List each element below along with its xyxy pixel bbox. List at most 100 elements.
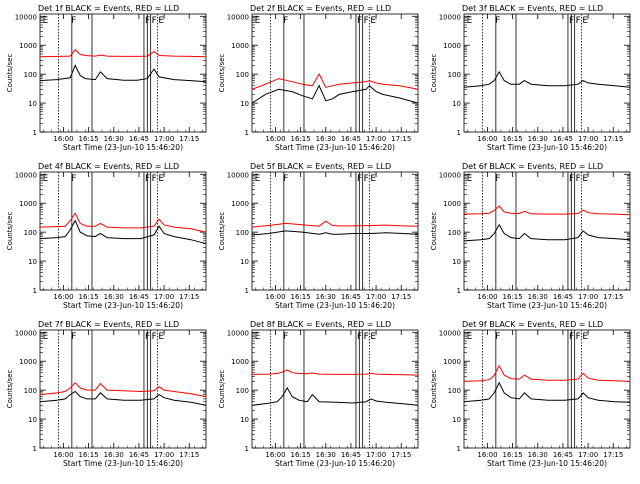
panel-title: Det 8f BLACK = Events, RED = LLD [250, 320, 391, 329]
y-tick-label: 1 [245, 445, 249, 453]
x-tick-label: 16:45 [341, 451, 361, 459]
x-tick-label: 16:00 [265, 451, 285, 459]
panel-6: Det 6f BLACK = Events, RED = LLD 1 10 100 10… [430, 162, 631, 310]
x-tick-label: 17:00 [154, 135, 174, 143]
x-axis-label: Start Time (23-Jun-10 15:46:20) [63, 301, 183, 310]
y-axis-label: Counts/sec [430, 212, 438, 251]
interval-marker-label: E [43, 332, 49, 342]
panel-8: Det 8f BLACK = Events, RED = LLD 1 10 100 10… [218, 320, 419, 468]
x-tick-label: 16:30 [104, 135, 124, 143]
interval-marker-label: E [43, 174, 49, 184]
y-tick-label: 10000 [227, 171, 249, 179]
y-axis-label: Counts/sec [218, 370, 226, 409]
x-tick-label: 16:45 [553, 451, 573, 459]
y-axis-label: Counts/sec [430, 54, 438, 93]
plot-frame [251, 171, 419, 291]
y-axis-label: Counts/sec [218, 212, 226, 251]
x-tick-label: 17:00 [578, 451, 598, 459]
y-tick-label: 1000 [19, 358, 37, 366]
x-tick-label: 16:00 [265, 135, 285, 143]
x-axis-label: Start Time (23-Jun-10 15:46:20) [63, 459, 183, 468]
y-tick-label: 1 [457, 287, 461, 295]
y-tick-label: 10 [452, 258, 461, 266]
x-tick-label: 17:15 [179, 293, 199, 301]
panel-3: Det 3f BLACK = Events, RED = LLD 1 10 100 10… [430, 4, 631, 152]
plot-frame [251, 329, 419, 449]
interval-marker-label: E [255, 16, 261, 26]
y-tick-label: 10000 [439, 13, 461, 21]
y-tick-label: 100 [448, 229, 461, 237]
y-tick-label: 1000 [443, 200, 461, 208]
interval-marker-label: F [152, 332, 157, 342]
interval-marker-label: F [495, 332, 500, 342]
x-tick-label: 17:00 [366, 451, 386, 459]
panel-title: Det 6f BLACK = Events, RED = LLD [462, 162, 603, 171]
x-tick-label: 17:00 [578, 135, 598, 143]
y-tick-label: 10000 [15, 13, 37, 21]
x-tick-label: 16:30 [316, 135, 336, 143]
series-line-events [463, 381, 631, 403]
x-tick-label: 16:15 [291, 451, 311, 459]
y-tick-label: 10 [28, 100, 37, 108]
x-tick-label: 17:15 [391, 135, 411, 143]
plot-frame [463, 13, 631, 133]
y-tick-label: 100 [236, 229, 249, 237]
x-tick-label: 16:30 [528, 135, 548, 143]
y-tick-label: 10000 [439, 329, 461, 337]
interval-marker-label: E [158, 332, 164, 342]
x-tick-label: 17:15 [391, 293, 411, 301]
panel-9: Det 9f BLACK = Events, RED = LLD 1 10 100 10… [430, 320, 631, 468]
plot-frame [463, 171, 631, 291]
series-line-events [39, 390, 207, 406]
x-tick-label: 16:30 [528, 451, 548, 459]
series-line-lld [251, 369, 419, 376]
x-tick-label: 16:15 [79, 293, 99, 301]
series-line-lld [39, 48, 207, 58]
x-tick-label: 16:15 [79, 451, 99, 459]
y-tick-label: 10 [452, 416, 461, 424]
plot-frame [39, 171, 207, 291]
y-tick-label: 100 [236, 387, 249, 395]
y-axis-label: Counts/sec [6, 212, 14, 251]
y-axis-label: Counts/sec [430, 370, 438, 409]
interval-marker-label: F [283, 332, 288, 342]
interval-marker-label: F [569, 332, 574, 342]
x-tick-label: 17:00 [366, 135, 386, 143]
x-tick-label: 16:30 [316, 451, 336, 459]
x-tick-label: 16:00 [265, 293, 285, 301]
interval-marker-label: F [357, 332, 362, 342]
y-tick-label: 1 [245, 129, 249, 137]
series-line-lld [463, 364, 631, 382]
x-tick-label: 16:45 [129, 135, 149, 143]
x-tick-label: 16:00 [477, 293, 497, 301]
x-tick-label: 16:45 [129, 293, 149, 301]
y-tick-label: 10000 [15, 171, 37, 179]
y-tick-label: 1000 [19, 42, 37, 50]
panel-5: Det 5f BLACK = Events, RED = LLD 1 10 100 10… [218, 162, 419, 310]
panel-2: Det 2f BLACK = Events, RED = LLD 1 10 100 10… [218, 4, 419, 152]
series-line-lld [39, 212, 207, 233]
y-axis-label: Counts/sec [218, 54, 226, 93]
y-tick-label: 100 [24, 387, 37, 395]
y-tick-label: 10000 [439, 171, 461, 179]
x-tick-label: 16:15 [503, 135, 523, 143]
plot-frame [39, 13, 207, 133]
y-tick-label: 1 [33, 287, 37, 295]
y-tick-label: 100 [236, 71, 249, 79]
interval-marker-label: F [357, 16, 362, 26]
interval-marker-label: F [576, 174, 581, 184]
x-tick-label: 17:00 [366, 293, 386, 301]
panel-title: Det 3f BLACK = Events, RED = LLD [462, 4, 603, 13]
interval-marker-label: E [467, 16, 473, 26]
interval-marker-label: F [71, 174, 76, 184]
x-axis-label: Start Time (23-Jun-10 15:46:20) [275, 301, 395, 310]
interval-marker-label: E [43, 16, 49, 26]
y-tick-label: 1 [33, 129, 37, 137]
series-line-lld [463, 205, 631, 216]
panel-title: Det 1f BLACK = Events, RED = LLD [38, 4, 179, 13]
y-tick-label: 10 [452, 100, 461, 108]
interval-marker-label: F [71, 332, 76, 342]
series-line-events [463, 223, 631, 242]
